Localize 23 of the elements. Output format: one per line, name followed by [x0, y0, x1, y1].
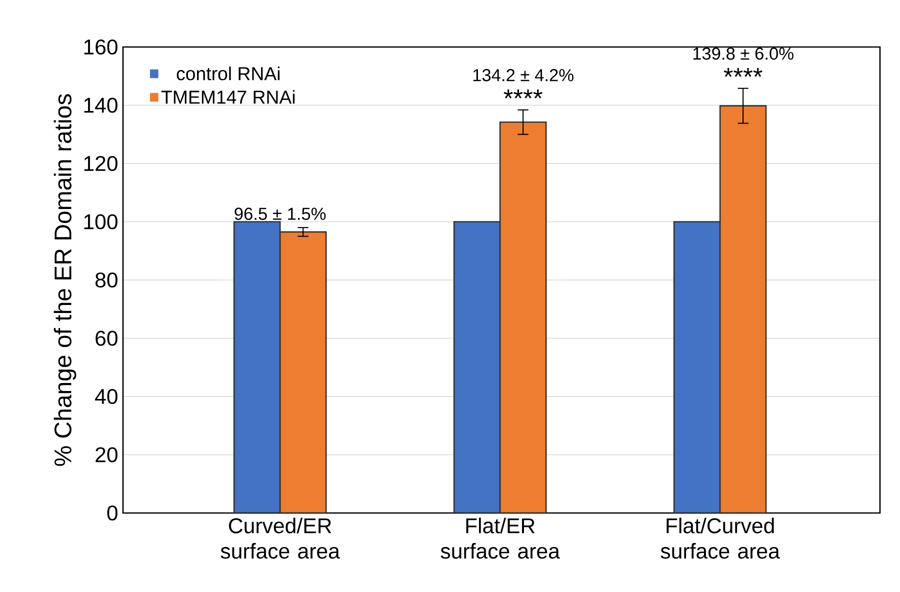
y-tick-label: 140 — [84, 98, 118, 113]
annotation: **** — [724, 68, 762, 77]
x-tick-label: Flat/ER surface area — [440, 518, 560, 559]
bar — [279, 231, 327, 513]
data-label: 139.8 ± 6.0% — [693, 47, 794, 60]
y-axis-title: % Change of the ER Domain ratios — [54, 94, 76, 466]
data-label: 96.5 ± 1.5% — [234, 208, 326, 220]
y-tick-label: 120 — [84, 156, 118, 172]
legend-label: control RNAi — [176, 66, 280, 80]
annotation: **** — [504, 90, 542, 98]
x-tick-label: Curved/ER surface area — [220, 518, 340, 559]
y-tick-label: 0 — [107, 505, 118, 521]
y-tick-label: 40 — [95, 388, 118, 404]
y-tick-label: 60 — [96, 330, 118, 346]
y-tick-label: 80 — [95, 272, 118, 288]
data-label: 134.2 ± 4.2% — [473, 69, 574, 82]
y-tick-label: 20 — [96, 447, 118, 462]
x-tick-label: Flat/Curved surface area — [660, 518, 780, 559]
bar — [499, 121, 547, 513]
bar — [719, 105, 767, 513]
y-tick-label: 160 — [84, 39, 118, 55]
legend-label: TMEM147 RNAi — [161, 90, 295, 104]
y-tick-label: 100 — [84, 214, 118, 230]
